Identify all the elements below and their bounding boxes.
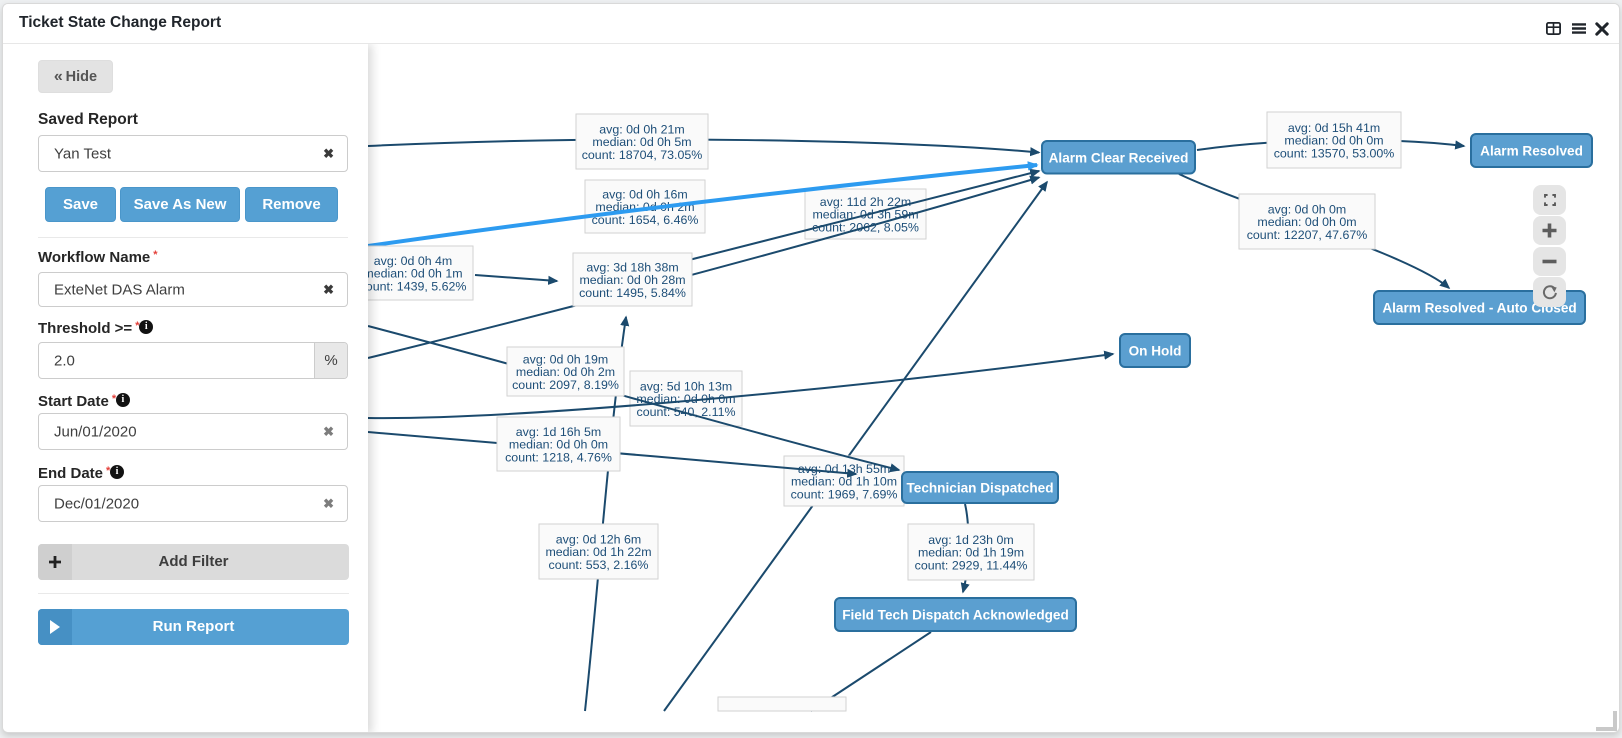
svg-text:Alarm Resolved - Auto Closed: Alarm Resolved - Auto Closed	[1382, 301, 1576, 316]
svg-text:Field Tech Dispatch Acknowledg: Field Tech Dispatch Acknowledged	[842, 608, 1069, 623]
svg-text:On Hold: On Hold	[1129, 344, 1182, 359]
svg-text:Alarm Resolved: Alarm Resolved	[1480, 144, 1583, 159]
svg-text:Alarm Clear Received: Alarm Clear Received	[1049, 150, 1189, 165]
svg-text:Technician Dispatched: Technician Dispatched	[906, 481, 1053, 496]
